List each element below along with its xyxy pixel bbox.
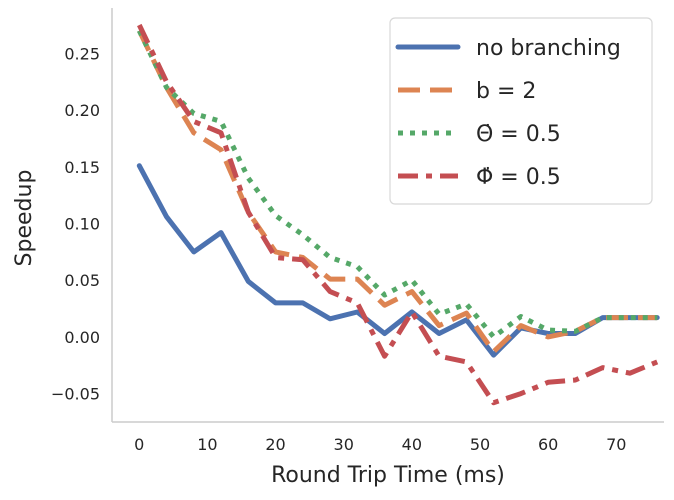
- y-tick-label: −0.05: [51, 385, 100, 404]
- series-line-0: [136, 163, 660, 358]
- x-tick-label: 70: [606, 435, 626, 454]
- legend-frame: [389, 17, 653, 205]
- series-line-3: [137, 23, 659, 406]
- x-tick-label: 50: [470, 435, 490, 454]
- axes: 0 10 20 30 40 50 60 70 −0.05 0.00 0.05 0.10 0.15 0.20…: [51, 8, 664, 454]
- y-tick-label: 0.05: [64, 271, 100, 290]
- x-tick-label: 30: [334, 435, 354, 454]
- y-tick-label: 0.25: [64, 44, 100, 63]
- x-tick-label: 0: [134, 435, 144, 454]
- y-tick-label: 0.15: [64, 158, 100, 177]
- legend-label-1: b = 2: [476, 79, 536, 104]
- x-tick-label: 20: [265, 435, 285, 454]
- legend: no branching b = 2 Θ̇ = 0.5 Φ̇ = 0.5: [389, 17, 653, 205]
- y-tick-label: 0.10: [64, 215, 100, 234]
- legend-label-2: Θ̇ = 0.5: [476, 122, 561, 147]
- x-tick-label: 40: [402, 435, 422, 454]
- y-axis-label: Speedup: [12, 170, 37, 267]
- y-tick-label: 0.00: [64, 328, 100, 347]
- x-tick-label: 10: [197, 435, 217, 454]
- x-axis-label: Round Trip Time (ms): [271, 463, 505, 488]
- legend-label-3: Φ̇ = 0.5: [476, 165, 561, 190]
- y-tick-label: 0.20: [64, 101, 100, 120]
- legend-label-0: no branching: [476, 36, 621, 61]
- series-layer: [136, 23, 660, 406]
- x-tick-label: 60: [538, 435, 558, 454]
